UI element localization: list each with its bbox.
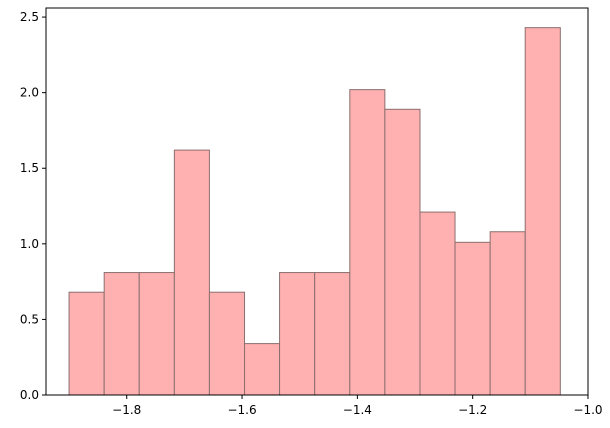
- x-tick-label: −1.6: [227, 403, 256, 417]
- bar: [68, 291, 105, 396]
- x-tick-label: −1.2: [458, 403, 487, 417]
- y-tick-label: 1.0: [20, 237, 39, 251]
- bar: [103, 272, 140, 396]
- bar: [279, 272, 316, 396]
- y-tick-label: 2.0: [20, 86, 39, 100]
- y-tick-label: 0.5: [20, 312, 39, 326]
- axes-frame: [45, 7, 589, 396]
- y-tick-label: 2.5: [20, 10, 39, 24]
- y-tick-label: 1.5: [20, 161, 39, 175]
- bar: [244, 343, 281, 396]
- bar: [419, 211, 456, 396]
- bar: [524, 27, 561, 396]
- bar: [489, 231, 526, 396]
- bar: [208, 291, 246, 396]
- bar: [349, 89, 386, 396]
- bar: [384, 108, 421, 396]
- bar: [454, 241, 491, 396]
- x-tick-label: −1.4: [343, 403, 372, 417]
- bar: [138, 272, 175, 396]
- bar: [173, 149, 210, 396]
- x-tick-label: −1.8: [112, 403, 141, 417]
- y-tick-label: 0.0: [20, 388, 39, 402]
- x-tick-label: −1.0: [573, 403, 602, 417]
- bar: [314, 272, 351, 396]
